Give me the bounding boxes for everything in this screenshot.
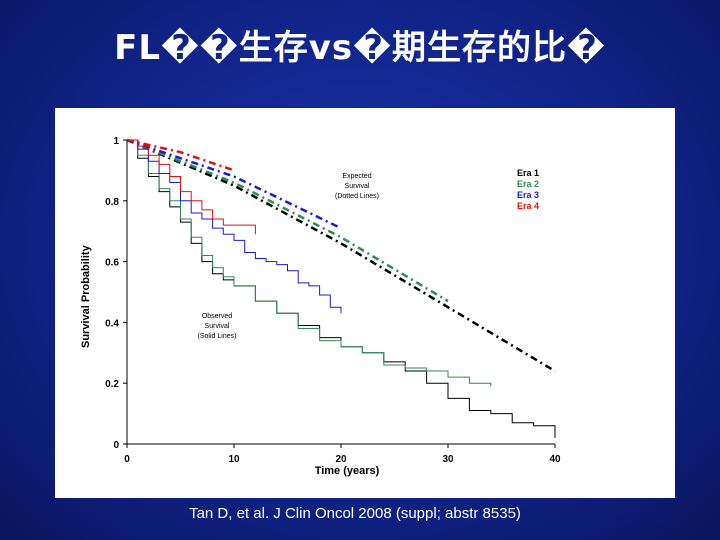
series-layer xyxy=(126,138,556,438)
x-tick-label: 30 xyxy=(442,454,454,465)
legend-entry-1: Era 1 xyxy=(517,168,539,178)
expected-series-4 xyxy=(126,138,235,172)
survival-chart: 0 10 20 30 40 0 0.2 0.4 0.6 0.8 1 Survival Probabi… xyxy=(80,136,561,477)
survival-chart-panel: 0 10 20 30 40 0 0.2 0.4 0.6 0.8 1 Survival Probabi… xyxy=(55,108,675,498)
observed-annotation-line-1: Observed xyxy=(202,313,232,320)
observed-annotation-line-2: Survival xyxy=(205,323,230,330)
legend-entry-2: Era 2 xyxy=(517,179,539,189)
y-tick-label: 1 xyxy=(113,136,119,147)
expected-annotation-line-1: Expected xyxy=(342,173,371,180)
x-axis-label: Time (years) xyxy=(315,465,380,477)
observed-series-3 xyxy=(127,139,342,314)
x-tick-label: 0 xyxy=(124,454,130,465)
observed-series-2 xyxy=(127,139,492,387)
y-tick-label: 0 xyxy=(113,440,119,451)
expected-annotation: Expected Survival (Dotted Lines) xyxy=(335,173,379,200)
observed-annotation: Observed Survival (Solid Lines) xyxy=(198,313,237,340)
expected-series-1 xyxy=(126,138,556,373)
observed-annotation-line-3: (Solid Lines) xyxy=(198,333,237,340)
tick-layer: 0 10 20 30 40 0 0.2 0.4 0.6 0.8 1 xyxy=(105,136,561,465)
expected-series-3 xyxy=(126,138,342,230)
expected-annotation-line-2: Survival xyxy=(345,183,370,190)
y-tick-label: 0.4 xyxy=(105,318,119,329)
observed-series-1 xyxy=(127,139,556,438)
expected-annotation-line-3: (Dotted Lines) xyxy=(335,193,379,200)
y-tick-label: 0.8 xyxy=(105,197,119,208)
slide-title: FL��生存vs�期生存的比� xyxy=(114,28,606,68)
y-tick-label: 0.6 xyxy=(105,258,119,269)
y-axis-label: Survival Probability xyxy=(80,244,92,348)
axis-layer xyxy=(126,140,555,445)
citation: Tan D, et al. J Clin Oncol 2008 (suppl; … xyxy=(189,505,521,522)
legend-entry-4: Era 4 xyxy=(517,201,539,211)
x-tick-label: 40 xyxy=(549,454,561,465)
x-tick-label: 20 xyxy=(335,454,347,465)
legend-entry-3: Era 3 xyxy=(517,190,539,200)
x-tick-label: 10 xyxy=(228,454,240,465)
expected-series-2 xyxy=(126,138,449,303)
observed-series-4 xyxy=(127,139,256,235)
y-tick-label: 0.2 xyxy=(105,379,119,390)
